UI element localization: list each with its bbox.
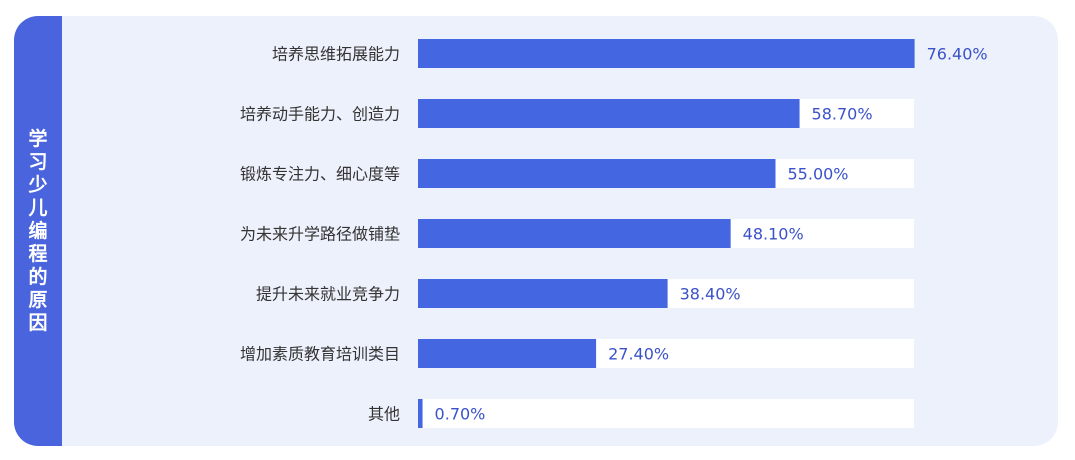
- side-title-bar: 学习少儿编程的原因: [14, 16, 62, 446]
- bar: [418, 339, 597, 368]
- category-label: 提升未来就业竞争力: [256, 285, 400, 304]
- bar: [418, 99, 800, 128]
- bar: [418, 399, 423, 428]
- category-label: 其他: [368, 405, 400, 424]
- bar: [418, 279, 668, 308]
- bar: [418, 39, 915, 68]
- bar: [418, 219, 731, 248]
- category-label: 锻炼专注力、细心度等: [240, 165, 400, 184]
- bar: [418, 159, 776, 188]
- value-label: 55.00%: [788, 165, 849, 184]
- value-label: 48.10%: [743, 225, 804, 244]
- bar-track: [418, 399, 914, 428]
- category-label: 培养思维拓展能力: [272, 45, 400, 64]
- side-title: 学习少儿编程的原因: [28, 127, 48, 334]
- value-label: 0.70%: [435, 405, 486, 424]
- category-label: 培养动手能力、创造力: [240, 105, 400, 124]
- value-label: 27.40%: [608, 345, 669, 364]
- value-label: 58.70%: [812, 105, 873, 124]
- value-label: 38.40%: [680, 285, 741, 304]
- category-label: 增加素质教育培训类目: [240, 345, 400, 364]
- category-label: 为未来升学路径做铺垫: [240, 225, 400, 244]
- value-label: 76.40%: [927, 45, 988, 64]
